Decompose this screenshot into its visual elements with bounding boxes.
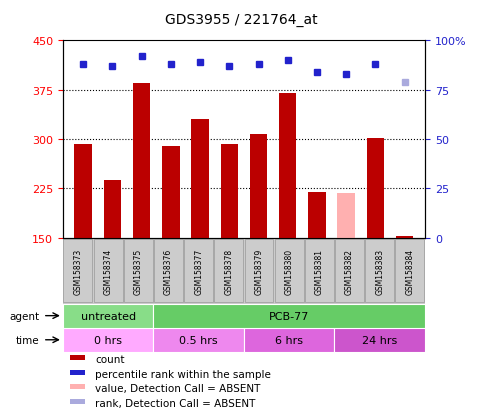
Text: GSM158373: GSM158373 (73, 248, 83, 294)
Text: PCB-77: PCB-77 (269, 311, 310, 321)
Bar (335, 328, 425, 352)
Bar (338, 194, 355, 238)
Bar (63, 304, 154, 328)
Bar (244, 240, 273, 303)
Bar (221, 145, 238, 238)
Bar (184, 240, 213, 303)
Text: GSM158384: GSM158384 (405, 248, 414, 294)
Text: untreated: untreated (81, 311, 136, 321)
Text: GSM158382: GSM158382 (345, 248, 354, 294)
Text: GSM158383: GSM158383 (375, 248, 384, 294)
Bar (335, 240, 364, 303)
Text: 0.5 hrs: 0.5 hrs (179, 335, 218, 345)
Bar (94, 240, 123, 303)
Bar (308, 192, 326, 238)
Text: GSM158379: GSM158379 (255, 248, 264, 294)
Text: percentile rank within the sample: percentile rank within the sample (96, 369, 271, 379)
Bar (305, 240, 334, 303)
Bar (154, 240, 183, 303)
Bar (275, 240, 304, 303)
Text: agent: agent (9, 311, 39, 321)
Text: GSM158375: GSM158375 (134, 248, 143, 294)
Text: GDS3955 / 221764_at: GDS3955 / 221764_at (165, 13, 318, 27)
Bar (396, 237, 413, 238)
Text: GSM158378: GSM158378 (224, 248, 233, 294)
Bar (279, 94, 297, 238)
Bar (191, 120, 209, 238)
Bar (162, 146, 180, 238)
Text: GSM158376: GSM158376 (164, 248, 173, 294)
Bar (154, 328, 244, 352)
Bar (365, 240, 394, 303)
Bar (250, 135, 267, 238)
Text: rank, Detection Call = ABSENT: rank, Detection Call = ABSENT (96, 398, 256, 408)
Text: GSM158374: GSM158374 (103, 248, 113, 294)
Text: 6 hrs: 6 hrs (275, 335, 303, 345)
Bar (70, 355, 85, 360)
Bar (214, 240, 243, 303)
Bar (396, 240, 425, 303)
Bar (63, 240, 92, 303)
Bar (70, 399, 85, 404)
Text: time: time (15, 335, 39, 345)
Text: count: count (96, 354, 125, 364)
Bar (133, 84, 150, 238)
Bar (367, 138, 384, 238)
Bar (70, 385, 85, 389)
Text: value, Detection Call = ABSENT: value, Detection Call = ABSENT (96, 383, 261, 393)
Bar (63, 328, 154, 352)
Bar (124, 240, 153, 303)
Text: 0 hrs: 0 hrs (94, 335, 122, 345)
Text: GSM158380: GSM158380 (284, 248, 294, 294)
Bar (70, 370, 85, 375)
Text: GSM158377: GSM158377 (194, 248, 203, 294)
Text: 24 hrs: 24 hrs (362, 335, 398, 345)
Text: GSM158381: GSM158381 (315, 248, 324, 294)
Bar (104, 180, 121, 238)
Bar (74, 145, 92, 238)
Bar (154, 304, 425, 328)
Bar (244, 328, 334, 352)
